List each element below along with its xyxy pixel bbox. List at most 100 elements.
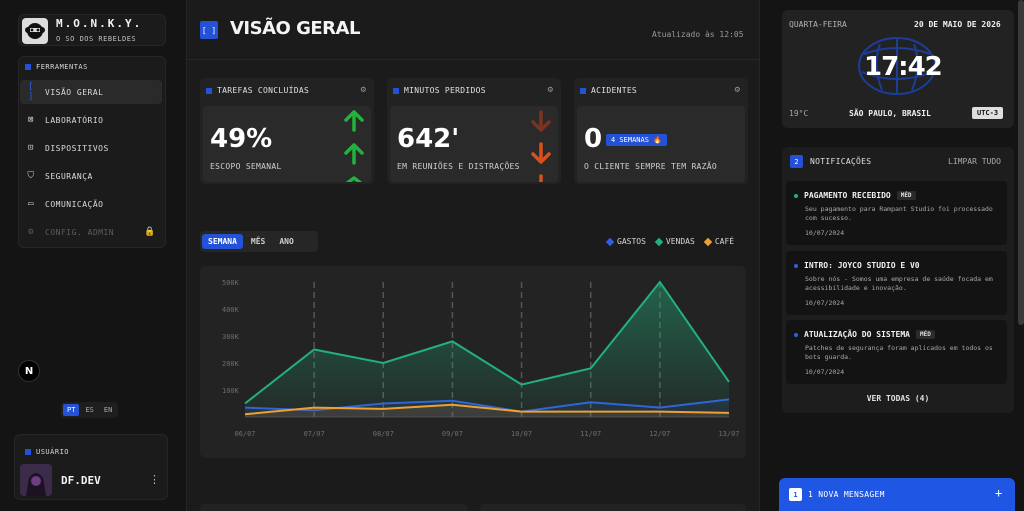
settings-icon[interactable]: ⚙ xyxy=(547,85,553,95)
tools-section-label: FERRAMENTAS xyxy=(25,63,88,71)
bracket-icon: [ ] xyxy=(28,82,34,102)
new-message-label: 1 NOVA MENSAGEM xyxy=(808,490,885,499)
y-tick-label: 400K xyxy=(222,306,240,314)
sidebar-item-overview[interactable]: [ ] VISÃO GERAL xyxy=(20,80,162,104)
clock-time: 17:42 xyxy=(864,52,943,82)
priority-tag: MÉD xyxy=(896,191,916,200)
page-title: VISÃO GERAL xyxy=(230,18,360,39)
card-accidents: ACIDENTES ⚙ 0 4 SEMANAS 🔥 O CLIENTE SEMP… xyxy=(574,78,748,184)
period-tabs: SEMANA MÊS ANO xyxy=(200,231,318,252)
x-tick-label: 11/07 xyxy=(580,430,601,438)
globe-icon xyxy=(858,37,936,95)
see-all-button[interactable]: VER TODAS (4) xyxy=(866,394,930,403)
gear-icon: ⚙ xyxy=(28,227,34,237)
location: SÃO PAULO, BRASIL xyxy=(849,109,931,118)
card-title: MINUTOS PERDIDOS xyxy=(404,86,486,95)
x-tick-label: 09/07 xyxy=(442,430,463,438)
lock-icon: 🔒 xyxy=(144,227,156,237)
bottom-panel-right xyxy=(480,504,746,511)
temperature: 19°C xyxy=(789,109,809,118)
plus-icon[interactable]: + xyxy=(995,486,1003,500)
notifications-title: NOTIFICAÇÕES xyxy=(810,157,872,166)
trend-down-icon xyxy=(531,110,551,182)
legend-item-vendas: VENDAS xyxy=(654,237,695,246)
header-divider xyxy=(186,59,760,60)
card-caption: ESCOPO SEMANAL xyxy=(210,162,282,171)
weekday: QUARTA-FEIRA xyxy=(789,20,847,29)
trend-up-icon xyxy=(344,110,364,182)
area-chart: 500K 400K 300K 200K 100K 06/07 07/07 08/07 09/07… xyxy=(222,279,740,438)
x-tick-label: 07/07 xyxy=(304,430,325,438)
series-line-café xyxy=(244,403,730,416)
shield-icon: ⛉ xyxy=(27,171,35,181)
avatar[interactable] xyxy=(20,464,52,496)
notification-item[interactable]: PAGAMENTO RECEBIDO MÉD Seu pagamento para… xyxy=(786,181,1007,245)
series-area-vendas xyxy=(245,282,729,417)
card-value: 49% xyxy=(210,124,273,154)
card-caption: EM REUNIÕES E DISTRAÇÕES xyxy=(397,162,520,171)
new-message-bar[interactable] xyxy=(779,478,1015,511)
card-caption: O CLIENTE SEMPRE TEM RAZÃO xyxy=(584,162,718,171)
x-tick-label: 08/07 xyxy=(373,430,394,438)
sidebar-item-lab[interactable]: ⊠ LABORATÓRIO xyxy=(20,108,162,132)
y-tick-label: 500K xyxy=(222,279,240,287)
y-tick-label: 100K xyxy=(222,387,240,395)
y-tick-label: 300K xyxy=(222,333,240,341)
brand-name: M.O.N.K.Y. xyxy=(56,17,143,30)
notification-item[interactable]: INTRO: JOYCO STUDIO E V0 Sobre nós - Som… xyxy=(786,251,1007,315)
tab-year[interactable]: ANO xyxy=(279,237,294,246)
x-tick-label: 12/07 xyxy=(649,430,670,438)
chart-container: 500K 400K 300K 200K 100K 06/07 07/07 08/07 09/07… xyxy=(200,266,746,458)
legend-item-gastos: GASTOS xyxy=(605,237,646,246)
message-count-badge: 1 xyxy=(789,488,802,501)
sidebar-item-security[interactable]: ⛉ SEGURANÇA xyxy=(27,171,93,181)
monkey-logo-icon xyxy=(22,18,48,44)
priority-tag: MÉD xyxy=(915,330,935,339)
user-menu-icon[interactable]: ⋮ xyxy=(149,473,160,486)
x-tick-label: 10/07 xyxy=(511,430,532,438)
user-section-label: USUÁRIO xyxy=(25,448,69,456)
series-line-vendas xyxy=(244,280,730,405)
sidebar-item-communication[interactable]: ▭ COMUNICAÇÃO xyxy=(20,192,162,216)
status-dot xyxy=(794,332,798,337)
legend-item-cafe: CAFÉ xyxy=(703,237,734,246)
lang-pt[interactable]: PT xyxy=(63,404,80,416)
chat-icon: ▭ xyxy=(28,199,34,209)
bracket-icon: [ ] xyxy=(200,21,218,39)
sidebar-item-devices[interactable]: ⊡ DISPOSITIVOS xyxy=(20,136,162,160)
timezone-badge: UTC-3 xyxy=(972,107,1004,119)
device-icon: ⊡ xyxy=(28,143,34,153)
status-dot xyxy=(794,193,798,198)
x-tick-label: 06/07 xyxy=(234,430,255,438)
series-area-café xyxy=(245,404,729,417)
card-value: 642' xyxy=(397,124,460,154)
lab-icon: ⊠ xyxy=(28,115,34,125)
notification-item[interactable]: ATUALIZAÇÃO DO SISTEMA MÉD Patches de seg… xyxy=(786,320,1007,384)
card-minutes-lost: MINUTOS PERDIDOS ⚙ 642' EM REUNIÕES E DI… xyxy=(387,78,561,184)
streak-badge: 4 SEMANAS 🔥 xyxy=(606,134,667,146)
next-logo-button[interactable]: N xyxy=(18,360,40,382)
settings-icon[interactable]: ⚙ xyxy=(360,85,366,95)
status-dot xyxy=(794,263,798,268)
language-switcher: PT ES EN xyxy=(61,402,119,418)
sidebar-item-admin-config: ⚙ CONFIG. ADMIN 🔒 xyxy=(20,220,162,244)
bottom-panel-left xyxy=(200,504,468,511)
card-tasks: TAREFAS CONCLUÍDAS ⚙ 49% ESCOPO SEMANAL xyxy=(200,78,374,184)
user-name: DF.DEV xyxy=(61,474,101,487)
scrollbar[interactable] xyxy=(1018,0,1024,325)
notification-count-badge: 2 xyxy=(790,155,803,168)
y-tick-label: 200K xyxy=(222,360,240,368)
tab-month[interactable]: MÊS xyxy=(250,237,266,246)
updated-timestamp: Atualizado às 12:05 xyxy=(652,30,744,39)
card-value: 0 xyxy=(584,124,603,154)
date: 20 DE MAIO DE 2026 xyxy=(914,20,1001,29)
tab-week[interactable]: SEMANA xyxy=(202,234,243,249)
x-tick-label: 13/07 xyxy=(718,430,739,438)
settings-icon[interactable]: ⚙ xyxy=(734,85,740,95)
lang-es[interactable]: ES xyxy=(85,406,94,414)
clear-all-button[interactable]: LIMPAR TUDO xyxy=(948,157,1001,166)
card-title: TAREFAS CONCLUÍDAS xyxy=(217,86,310,95)
lang-en[interactable]: EN xyxy=(103,406,113,414)
card-title: ACIDENTES xyxy=(591,86,638,95)
chart-legend: GASTOS VENDAS CAFÉ xyxy=(605,237,734,246)
